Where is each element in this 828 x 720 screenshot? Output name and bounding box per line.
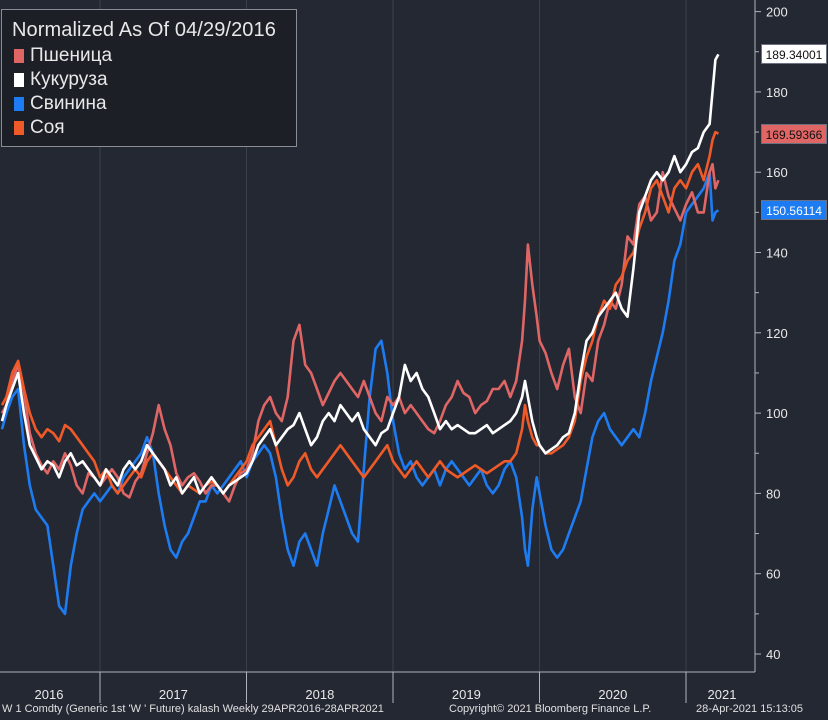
legend-item-soy: Соя [14, 117, 65, 139]
legend-label-corn: Кукуруза [30, 69, 108, 90]
x-tick-label: 2018 [305, 687, 334, 702]
series-lines [0, 53, 720, 616]
x-tick-label: 2019 [452, 687, 481, 702]
x-tick-label: 2016 [35, 687, 64, 702]
series-line-1 [0, 53, 720, 495]
last-value-tag-corn: 189.34001 [761, 44, 827, 65]
footer-source: W 1 Comdty (Generic 1st 'W ' Future) kal… [2, 703, 384, 715]
x-tick-label: 2017 [159, 687, 188, 702]
x-tick-label: 2021 [708, 687, 737, 702]
legend-item-corn: Кукуруза [14, 69, 108, 91]
legend-title: Normalized As Of 04/29/2016 [12, 19, 276, 41]
footer-copyright: Copyright© 2021 Bloomberg Finance L.P. [449, 703, 652, 715]
x-axis: 2016 2017 2018 2019 2020 2021 [0, 671, 755, 703]
y-tick-label: 80 [766, 486, 780, 501]
last-value-tag-wheat: 169.59366 [761, 123, 827, 144]
x-tick-label: 2020 [598, 687, 627, 702]
legend-swatch-soy [14, 121, 24, 135]
legend-label-pork: Свинина [30, 93, 107, 114]
series-line-3 [0, 130, 720, 495]
y-tick-label: 160 [766, 165, 788, 180]
legend-label-soy: Соя [30, 117, 65, 138]
y-tick-label: 100 [766, 406, 788, 421]
y-tick-label: 60 [766, 567, 780, 582]
legend-item-wheat: Пшеница [14, 45, 112, 67]
series-line-0 [0, 162, 720, 503]
y-axis: 40 60 80 100 120 140 160 180 200 [754, 0, 788, 672]
legend-swatch-wheat [14, 49, 24, 63]
legend-item-pork: Свинина [14, 93, 107, 115]
y-tick-label: 200 [766, 5, 788, 20]
y-tick-label: 180 [766, 85, 788, 100]
legend-swatch-pork [14, 97, 24, 111]
y-tick-label: 140 [766, 246, 788, 261]
y-tick-label: 40 [766, 647, 780, 662]
footer-timestamp: 28-Apr-2021 15:13:05 [696, 703, 804, 715]
legend: Normalized As Of 04/29/2016 Пшеница Куку… [1, 9, 297, 147]
legend-label-wheat: Пшеница [30, 45, 113, 66]
y-tick-label: 120 [766, 326, 788, 341]
legend-swatch-corn [14, 73, 24, 87]
last-value-tag-pork: 150.56114 [761, 200, 827, 221]
